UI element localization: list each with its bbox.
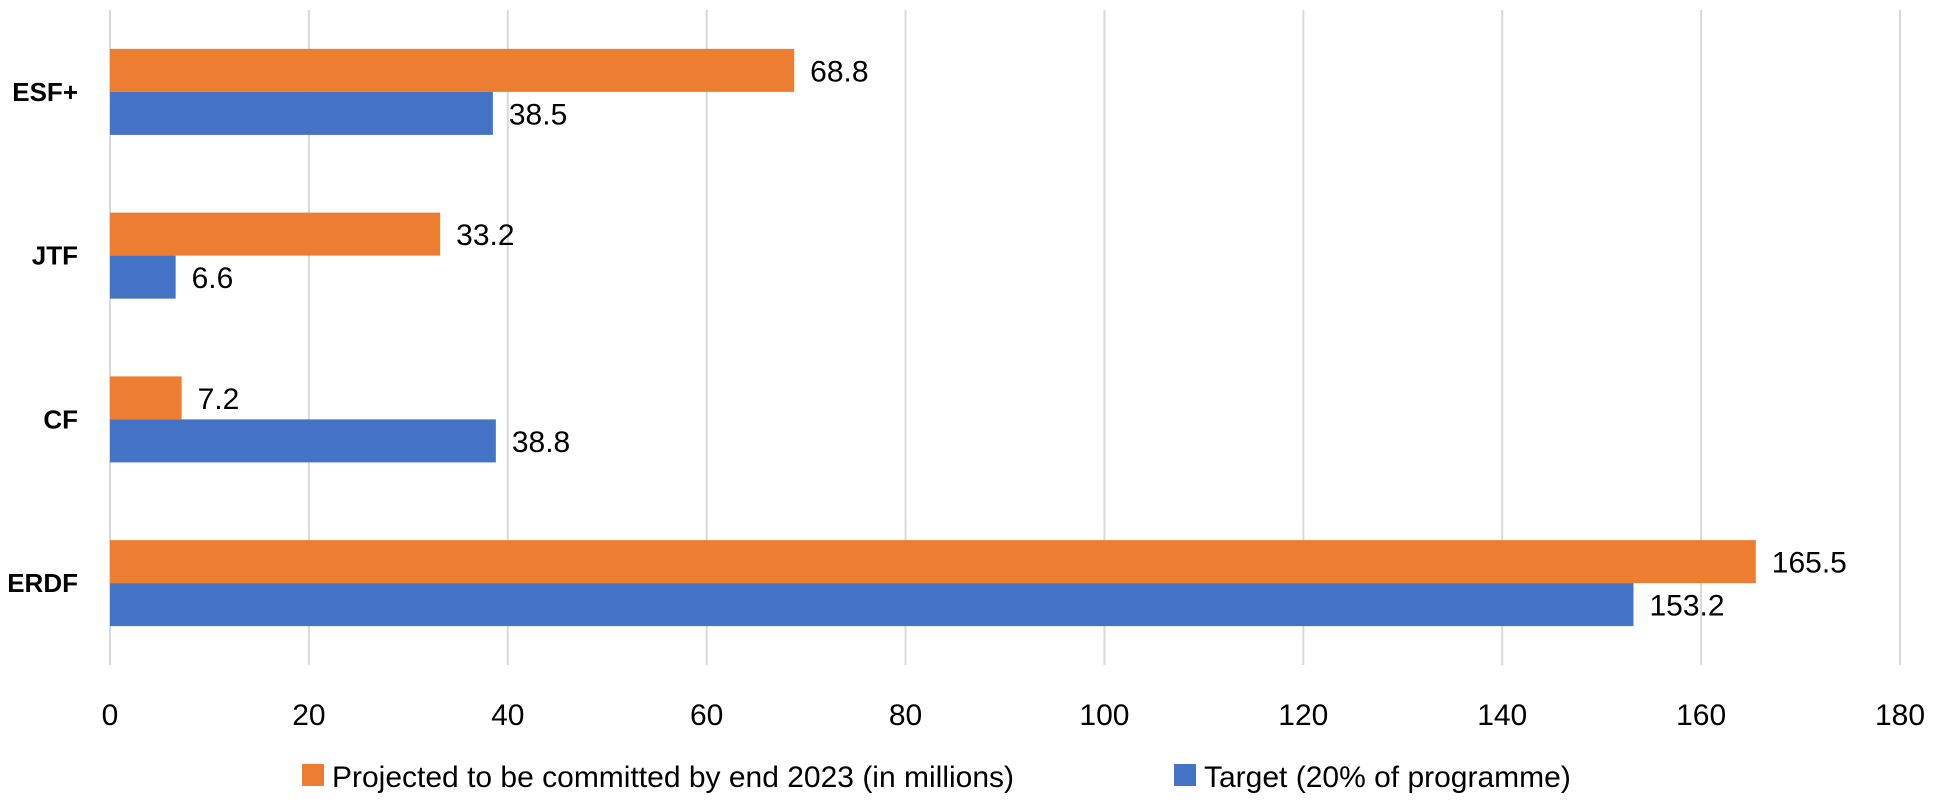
x-tick-label: 40	[491, 699, 524, 732]
x-tick-label: 180	[1875, 699, 1925, 732]
category-label: ESF+	[12, 77, 78, 107]
bar	[110, 48, 795, 92]
x-tick-label: 140	[1477, 699, 1527, 732]
x-tick-label: 20	[292, 699, 325, 732]
data-label: 33.2	[456, 219, 514, 252]
bar	[110, 255, 176, 299]
legend-swatch	[302, 764, 324, 786]
bar	[110, 419, 496, 463]
legend: Projected to be committed by end 2023 (i…	[302, 761, 1571, 794]
data-label: 165.5	[1772, 547, 1847, 580]
bar	[110, 91, 493, 135]
x-tick-label: 80	[889, 699, 922, 732]
bar	[110, 212, 441, 256]
legend-entry: Target (20% of programme)	[1204, 761, 1571, 794]
data-label: 153.2	[1649, 590, 1724, 623]
category-label: CF	[43, 404, 78, 434]
x-tick-label: 160	[1676, 699, 1726, 732]
data-label: 38.8	[512, 426, 570, 459]
x-tick-label: 0	[102, 699, 119, 732]
bar	[110, 540, 1756, 584]
x-tick-label: 60	[690, 699, 723, 732]
legend-entry: Projected to be committed by end 2023 (i…	[332, 761, 1014, 794]
category-label: JTF	[32, 241, 78, 271]
bar	[110, 376, 182, 420]
data-labels: 68.8 38.5 33.2 6.6 7.2 38.8 165.5 153.2	[192, 55, 1847, 622]
category-axis: ESF+ JTF CF ERDF	[7, 77, 78, 598]
category-label: ERDF	[7, 568, 78, 598]
data-label: 6.6	[192, 262, 234, 295]
value-axis: 0 20 40 60 80 100 120 140 160 180	[102, 699, 1925, 732]
data-label: 7.2	[198, 383, 240, 416]
legend-swatch	[1174, 764, 1196, 786]
x-tick-label: 120	[1278, 699, 1328, 732]
data-label: 68.8	[810, 55, 868, 88]
data-label: 38.5	[509, 98, 567, 131]
bars	[110, 48, 1756, 627]
bar	[110, 583, 1634, 627]
x-tick-label: 100	[1079, 699, 1129, 732]
